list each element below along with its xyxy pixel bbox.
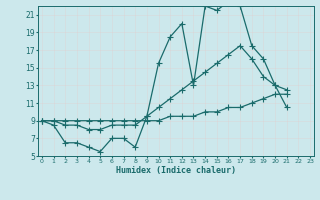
X-axis label: Humidex (Indice chaleur): Humidex (Indice chaleur) (116, 166, 236, 175)
